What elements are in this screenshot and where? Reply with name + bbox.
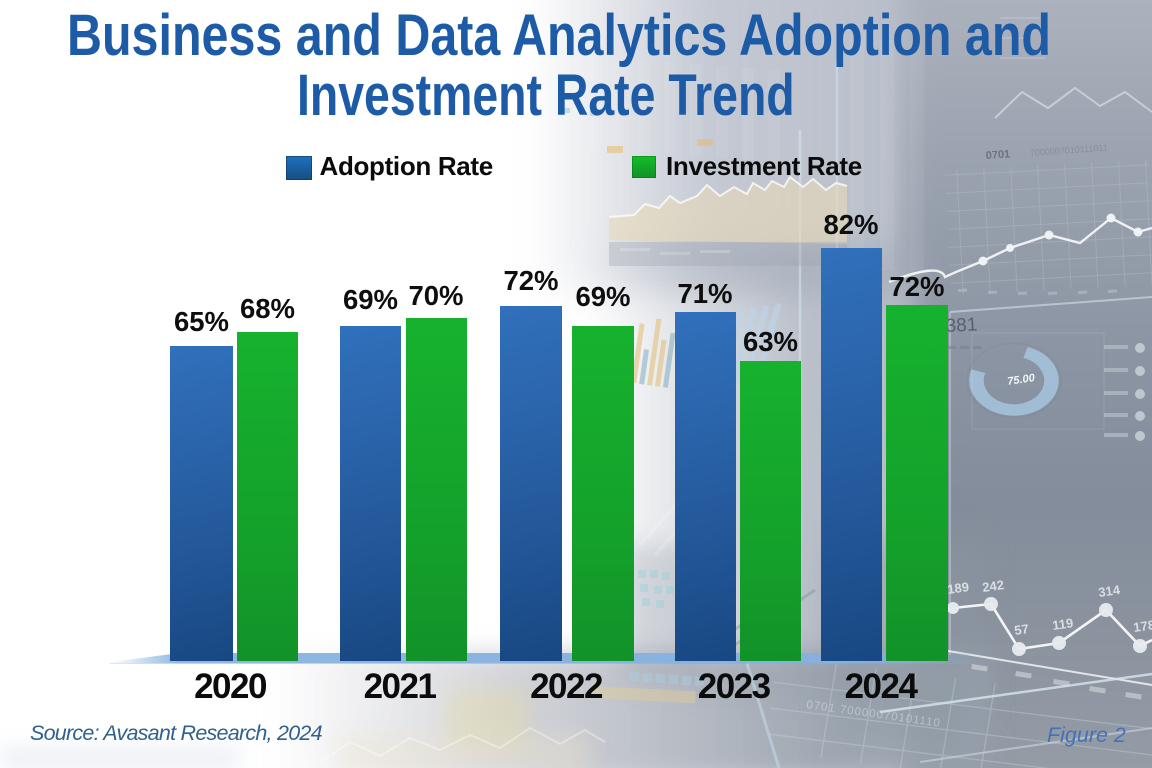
svg-text:189: 189	[946, 579, 970, 597]
svg-text:381: 381	[945, 314, 978, 337]
svg-text:178: 178	[1132, 617, 1152, 635]
svg-text:119: 119	[1051, 615, 1074, 633]
svg-text:75.00: 75.00	[1007, 372, 1037, 388]
svg-text:7000007010111011: 7000007010111011	[1029, 143, 1108, 158]
svg-text:314: 314	[1097, 582, 1121, 600]
svg-text:0701: 0701	[985, 148, 1010, 162]
svg-text:57: 57	[1013, 621, 1029, 638]
svg-text:242: 242	[981, 577, 1005, 595]
